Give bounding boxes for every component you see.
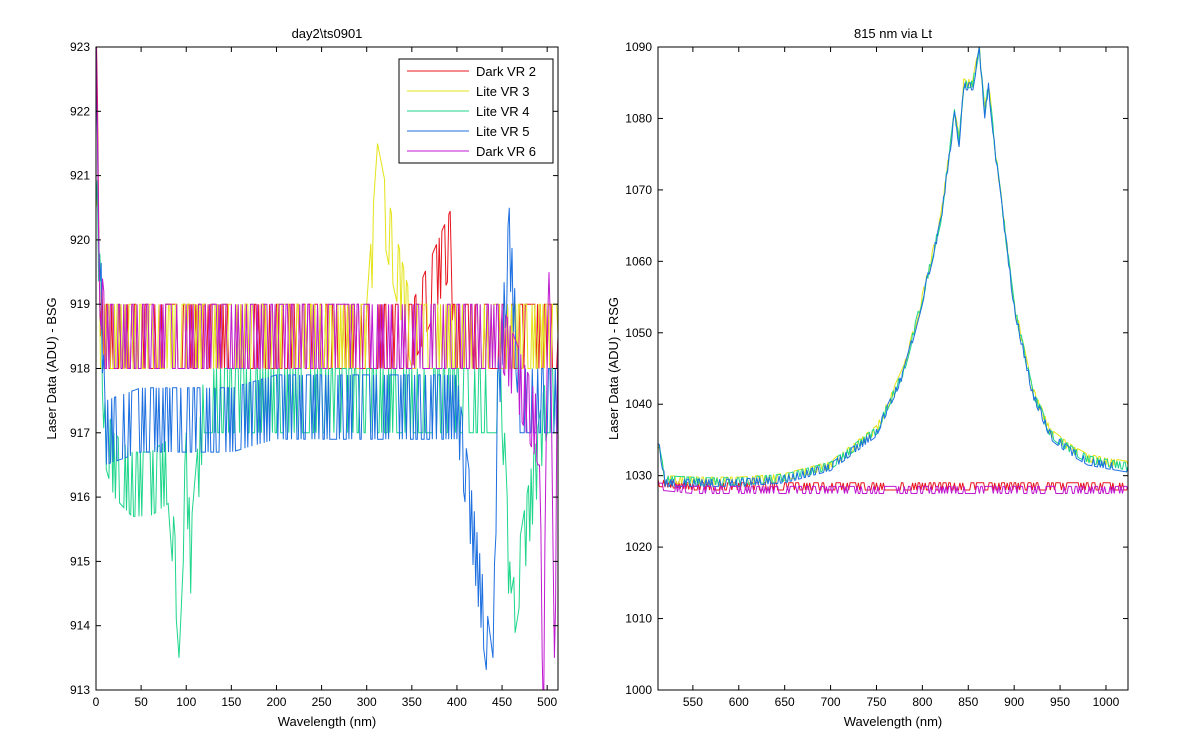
- y-tick-label: 920: [70, 233, 90, 247]
- plot-panel-2: 550 600 650 700 750 800 850 900 950 1000 1000 1010 1…: [606, 26, 1129, 729]
- y-tick-label: 921: [70, 169, 90, 183]
- series-line-4: [658, 47, 1128, 487]
- y-tick-label: 1090: [625, 40, 652, 54]
- series-line-4: [96, 79, 558, 670]
- y-tick-label: 1020: [625, 540, 652, 554]
- y-tick-label: 1080: [625, 111, 652, 125]
- x-tick-label: 250: [312, 695, 332, 709]
- series-line-5: [96, 47, 558, 690]
- legend-entry: Lite VR 4: [476, 104, 529, 119]
- y-tick-label: 923: [70, 40, 90, 54]
- y-tick-label: 1030: [625, 469, 652, 483]
- legend-entry: Dark VR 2: [476, 64, 536, 79]
- y-tick-label: 919: [70, 297, 90, 311]
- series-line-2: [658, 47, 1128, 485]
- x-tick-label: 950: [1050, 695, 1070, 709]
- x-tick-label: 200: [266, 695, 286, 709]
- y-tick-label: 914: [70, 619, 90, 633]
- x-tick-label: 800: [912, 695, 932, 709]
- plot-frame: [657, 46, 1129, 691]
- chart-title: 815 nm via Lt: [854, 26, 932, 41]
- y-axis-label: Laser Data (ADU) - RSG: [606, 297, 621, 440]
- plot-panel-1: 0 50 100 150 200 250 300 350 400 450 500 913 914 915 9…: [44, 26, 559, 729]
- y-tick-label: 1040: [625, 397, 652, 411]
- x-tick-label: 650: [775, 695, 795, 709]
- x-tick-label: 750: [866, 695, 886, 709]
- y-tick-label: 1070: [625, 183, 652, 197]
- y-tick-label: 1060: [625, 254, 652, 268]
- y-tick-label: 913: [70, 683, 90, 697]
- x-tick-label: 0: [93, 695, 100, 709]
- x-tick-label: 50: [134, 695, 148, 709]
- y-tick-label: 1010: [625, 612, 652, 626]
- x-tick-label: 1000: [1093, 695, 1120, 709]
- x-axis-label: Wavelength (nm): [278, 714, 377, 729]
- x-tick-label: 400: [447, 695, 467, 709]
- y-tick-label: 915: [70, 554, 90, 568]
- series-group: [658, 47, 1128, 494]
- series-group: [96, 47, 558, 690]
- legend-entry: Dark VR 6: [476, 144, 536, 159]
- x-tick-label: 700: [821, 695, 841, 709]
- series-line-3: [658, 47, 1128, 486]
- x-tick-label: 550: [683, 695, 703, 709]
- y-tick-label: 922: [70, 104, 90, 118]
- legend-entry: Lite VR 5: [476, 124, 529, 139]
- legend: Dark VR 2 Lite VR 3 Lite VR 4 Lite VR 5 Dark…: [398, 58, 554, 164]
- x-tick-label: 150: [221, 695, 241, 709]
- y-tick-label: 917: [70, 426, 90, 440]
- x-tick-label: 450: [492, 695, 512, 709]
- y-tick-label: 1000: [625, 683, 652, 697]
- series-line-5: [658, 482, 1128, 494]
- x-tick-label: 100: [176, 695, 196, 709]
- x-tick-label: 300: [357, 695, 377, 709]
- y-tick-label: 916: [70, 490, 90, 504]
- y-tick-label: 1050: [625, 326, 652, 340]
- y-tick-label: 918: [70, 362, 90, 376]
- chart-title: day2\ts0901: [292, 26, 363, 41]
- x-tick-label: 350: [402, 695, 422, 709]
- x-axis-label: Wavelength (nm): [844, 714, 943, 729]
- x-tick-label: 850: [958, 695, 978, 709]
- y-axis-label: Laser Data (ADU) - BSG: [44, 297, 59, 439]
- x-tick-label: 600: [729, 695, 749, 709]
- x-tick-label: 900: [1004, 695, 1024, 709]
- x-tick-label: 500: [537, 695, 557, 709]
- legend-entry: Lite VR 3: [476, 84, 529, 99]
